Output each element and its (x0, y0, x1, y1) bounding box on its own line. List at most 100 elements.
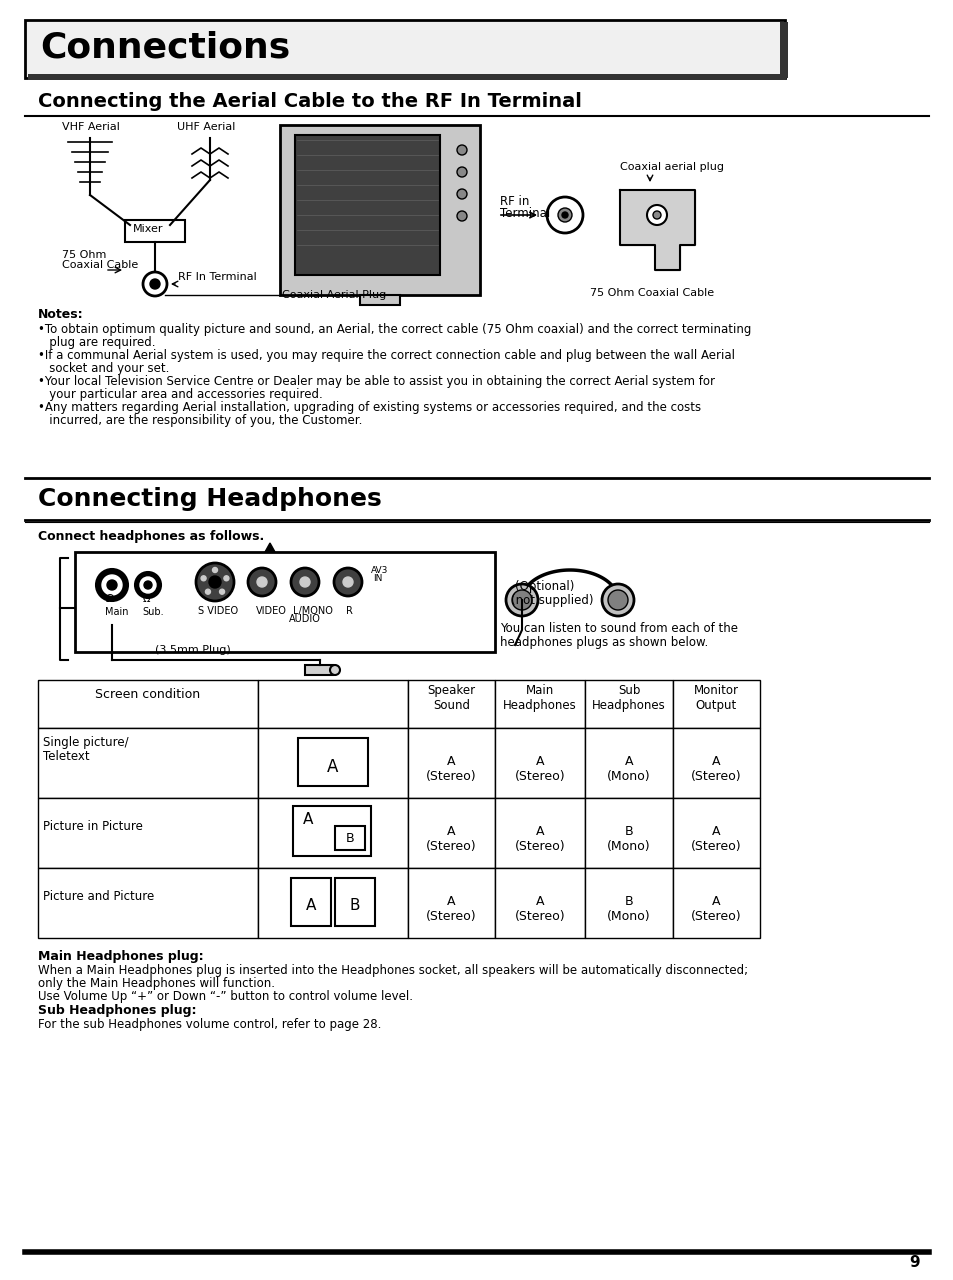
Polygon shape (265, 543, 274, 552)
Ellipse shape (299, 577, 310, 588)
Text: S VIDEO: S VIDEO (198, 605, 238, 616)
Bar (38, 868, 257, 938)
Ellipse shape (512, 590, 532, 611)
Text: plug are required.: plug are required. (38, 335, 155, 349)
Ellipse shape (334, 568, 361, 596)
Ellipse shape (546, 197, 582, 233)
Bar (495, 680, 584, 728)
Ellipse shape (209, 576, 221, 588)
Text: You can listen to sound from each of the: You can listen to sound from each of the (499, 622, 738, 635)
Bar (335, 826, 365, 850)
Text: B
(Mono): B (Mono) (606, 895, 650, 923)
Text: •To obtain optimum quality picture and sound, an Aerial, the correct cable (75 O: •To obtain optimum quality picture and s… (38, 323, 751, 335)
Text: A: A (327, 758, 338, 776)
Ellipse shape (219, 589, 224, 594)
Text: Main
Headphones: Main Headphones (502, 684, 577, 712)
Bar (495, 868, 584, 938)
Bar (257, 868, 408, 938)
Text: your particular area and accessories required.: your particular area and accessories req… (38, 388, 322, 401)
Bar (291, 878, 331, 925)
Text: B
(Mono): B (Mono) (606, 826, 650, 852)
Bar (495, 728, 584, 797)
Ellipse shape (248, 568, 275, 596)
Bar (25, 20, 784, 78)
Text: A
(Mono): A (Mono) (606, 755, 650, 783)
Text: B: B (350, 899, 360, 913)
Text: Use Volume Up “+” or Down “-” button to control volume level.: Use Volume Up “+” or Down “-” button to … (38, 989, 413, 1004)
Text: Speaker
Sound: Speaker Sound (427, 684, 475, 712)
Ellipse shape (135, 572, 161, 598)
Text: A
(Stereo): A (Stereo) (691, 755, 741, 783)
Text: A
(Stereo): A (Stereo) (691, 826, 741, 852)
Text: UHF Aerial: UHF Aerial (177, 122, 235, 132)
Ellipse shape (256, 577, 267, 588)
Bar (257, 680, 408, 728)
Text: VHF Aerial: VHF Aerial (62, 122, 120, 132)
Text: Picture and Picture: Picture and Picture (43, 890, 154, 902)
Text: 9: 9 (908, 1254, 919, 1270)
Ellipse shape (601, 584, 634, 616)
Bar (38, 728, 257, 797)
Text: Mixer: Mixer (132, 224, 163, 234)
Text: only the Main Headphones will function.: only the Main Headphones will function. (38, 977, 274, 989)
Ellipse shape (561, 212, 567, 218)
Text: RF in: RF in (499, 195, 529, 207)
Bar (584, 797, 672, 868)
Text: Screen condition: Screen condition (95, 689, 200, 701)
Ellipse shape (205, 589, 211, 594)
Ellipse shape (652, 211, 660, 219)
Text: •If a communal Aerial system is used, you may require the correct connection cab: •If a communal Aerial system is used, yo… (38, 349, 734, 362)
Bar (257, 797, 408, 868)
Bar (297, 739, 368, 786)
Bar (672, 797, 760, 868)
Text: Coaxial Aerial Plug: Coaxial Aerial Plug (282, 291, 386, 300)
Text: RF In Terminal: RF In Terminal (178, 271, 256, 282)
Text: A: A (306, 899, 315, 913)
Bar (257, 728, 408, 797)
Ellipse shape (195, 563, 233, 602)
Text: A
(Stereo): A (Stereo) (426, 895, 476, 923)
Text: 75 Ohm Coaxial Cable: 75 Ohm Coaxial Cable (589, 288, 714, 298)
Text: (Optional): (Optional) (515, 580, 574, 593)
Text: AV3: AV3 (371, 566, 388, 575)
Bar (293, 806, 371, 856)
Ellipse shape (107, 580, 117, 590)
Text: headphones plugs as shown below.: headphones plugs as shown below. (499, 636, 707, 649)
Ellipse shape (558, 207, 572, 221)
Bar (359, 294, 399, 305)
Text: B: B (345, 832, 354, 845)
Bar (672, 728, 760, 797)
Bar (75, 552, 495, 652)
Text: Monitor
Output: Monitor Output (693, 684, 739, 712)
Ellipse shape (150, 279, 160, 289)
Bar (38, 680, 257, 728)
Text: Terminal: Terminal (499, 207, 550, 220)
Text: (not supplied): (not supplied) (511, 594, 593, 607)
Bar (408, 797, 495, 868)
Text: •Any matters regarding Aerial installation, upgrading of existing systems or acc: •Any matters regarding Aerial installati… (38, 401, 700, 413)
Bar (495, 797, 584, 868)
Ellipse shape (102, 575, 122, 595)
Text: IN: IN (373, 573, 382, 582)
Text: Teletext: Teletext (43, 750, 90, 763)
Text: Ω: Ω (106, 594, 114, 604)
Text: For the sub Headphones volume control, refer to page 28.: For the sub Headphones volume control, r… (38, 1018, 381, 1030)
Ellipse shape (140, 577, 156, 593)
Ellipse shape (646, 205, 666, 225)
Polygon shape (619, 189, 695, 270)
Text: Sub.: Sub. (142, 607, 164, 617)
Text: VIDEO: VIDEO (255, 605, 287, 616)
Text: A
(Stereo): A (Stereo) (515, 895, 565, 923)
Ellipse shape (456, 166, 467, 177)
Text: L/MONO: L/MONO (293, 605, 333, 616)
Bar (125, 220, 185, 242)
Text: Main: Main (105, 607, 129, 617)
Bar (28, 74, 785, 79)
Text: Connect headphones as follows.: Connect headphones as follows. (38, 530, 264, 543)
Text: A
(Stereo): A (Stereo) (426, 826, 476, 852)
Text: Coaxial aerial plug: Coaxial aerial plug (619, 163, 723, 172)
Ellipse shape (456, 189, 467, 198)
Text: (3.5mm Plug): (3.5mm Plug) (154, 645, 231, 655)
Bar (38, 797, 257, 868)
Ellipse shape (143, 271, 167, 296)
